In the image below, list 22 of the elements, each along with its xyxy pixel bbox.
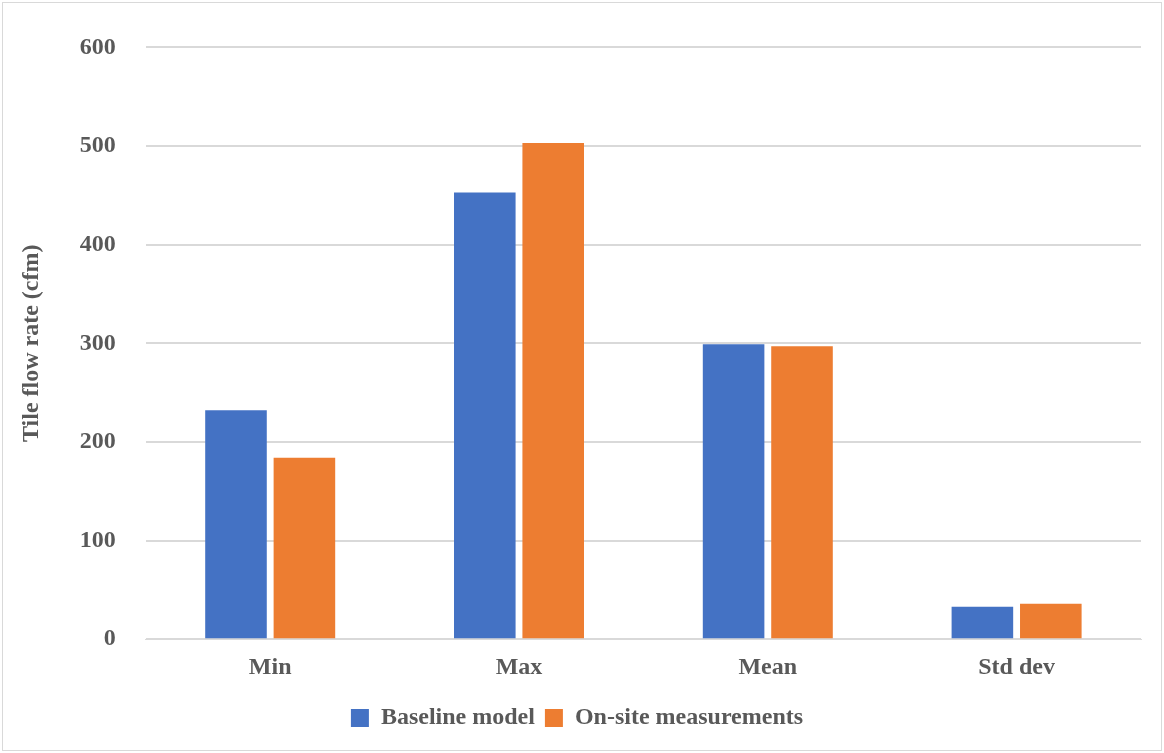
bar bbox=[702, 344, 765, 639]
bar bbox=[522, 143, 584, 639]
legend-label: Baseline model bbox=[380, 703, 536, 730]
legend-label: On-site measurements bbox=[574, 703, 804, 730]
y-tick-label: 100 bbox=[79, 525, 116, 552]
y-tick-label: 500 bbox=[79, 131, 116, 158]
y-tick-label: 300 bbox=[79, 328, 116, 355]
y-tick-label: 200 bbox=[79, 427, 116, 454]
bar bbox=[205, 410, 267, 639]
x-tick-label: Min bbox=[248, 652, 292, 679]
y-tick-label: 600 bbox=[79, 32, 116, 59]
bar bbox=[454, 192, 516, 639]
x-tick-label: Mean bbox=[738, 652, 798, 679]
bar bbox=[951, 606, 1014, 639]
bar bbox=[273, 457, 336, 639]
y-tick-label: 400 bbox=[79, 229, 116, 256]
y-tick-label: 0 bbox=[103, 624, 116, 651]
x-tick-label: Max bbox=[495, 652, 543, 679]
y-axis-title: Tile flow rate (cfm) bbox=[16, 244, 43, 443]
bar bbox=[771, 346, 833, 639]
bar bbox=[1020, 603, 1082, 639]
x-tick-label: Std dev bbox=[978, 652, 1055, 679]
